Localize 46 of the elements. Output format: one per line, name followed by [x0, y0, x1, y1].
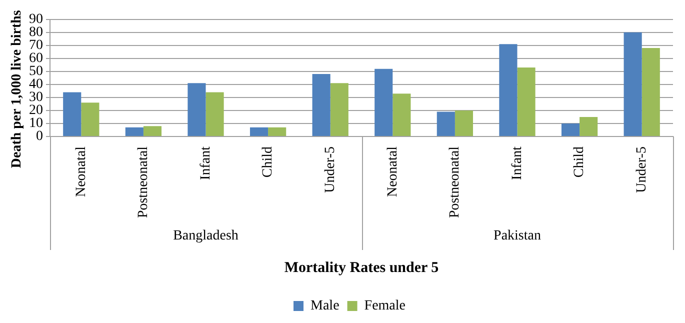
x-tick-label: Neonatal [74, 146, 89, 198]
x-tick-label: Under-5 [634, 146, 650, 193]
x-tick-label: Postneonatal [136, 146, 152, 218]
bar [143, 126, 162, 136]
bar [63, 92, 82, 136]
x-tick-label: Infant [198, 146, 214, 180]
bar [268, 127, 286, 136]
x-axis-title: Mortality Rates under 5 [284, 260, 439, 276]
y-tick-label: 10 [29, 116, 43, 132]
x-tick-label: Postneonatal [448, 146, 463, 218]
bar [454, 110, 474, 136]
text: Pakistan [494, 228, 541, 244]
x-tick-label: Under-5 [323, 146, 338, 193]
bar [561, 123, 580, 136]
y-tick-label: 70 [29, 38, 43, 54]
bar [624, 32, 642, 136]
bar [250, 127, 268, 136]
text: Bangladesh [173, 228, 238, 244]
y-tick-label: 90 [29, 12, 43, 28]
bar [392, 94, 411, 136]
bar [436, 112, 455, 136]
y-tick-label: 60 [29, 51, 43, 66]
bar [330, 83, 348, 136]
y-tick-label: 0 [36, 129, 43, 144]
bar [81, 102, 100, 136]
bar [517, 68, 536, 136]
bar [206, 92, 224, 136]
x-tick-label: Neonatal [385, 146, 400, 198]
x-tick-label: Child [572, 146, 588, 178]
y-tick-label: 40 [29, 77, 43, 92]
y-tick-label: 80 [29, 25, 43, 40]
y-tick-label: 30 [29, 90, 43, 106]
bar [374, 68, 393, 136]
x-tick-label: Infant [510, 146, 525, 180]
bar [188, 83, 206, 136]
y-tick-label: 20 [29, 103, 43, 118]
legend-label: Male [310, 298, 340, 314]
bar [499, 44, 518, 136]
y-axis-title: Death per 1,000 live births [10, 10, 25, 168]
legend-label: Female [364, 298, 406, 314]
bar [312, 74, 330, 136]
bar [125, 127, 144, 136]
bar [642, 48, 660, 136]
x-tick-label: Child [260, 146, 276, 178]
bar [580, 116, 598, 136]
y-tick-label: 50 [29, 64, 43, 80]
